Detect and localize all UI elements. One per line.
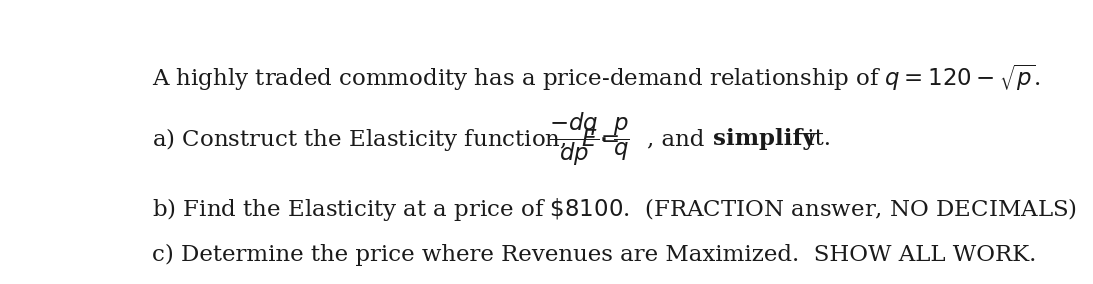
Text: a) Construct the Elasticity function,  $E=$: a) Construct the Elasticity function, $E… [152, 126, 619, 153]
Text: A highly traded commodity has a price-demand relationship of $q=120-\sqrt{p}$.: A highly traded commodity has a price-de… [152, 62, 1041, 93]
Text: $\cdot$: $\cdot$ [598, 124, 607, 154]
Text: $\dfrac{-dq}{dp}$: $\dfrac{-dq}{dp}$ [549, 110, 599, 168]
Text: c) Determine the price where Revenues are Maximized.  SHOW ALL WORK.: c) Determine the price where Revenues ar… [152, 244, 1036, 266]
Text: simplify: simplify [713, 128, 815, 150]
Text: $\dfrac{p}{q}$: $\dfrac{p}{q}$ [613, 116, 630, 163]
Text: b) Find the Elasticity at a price of $\$8100$.  (FRACTION answer, NO DECIMALS): b) Find the Elasticity at a price of $\$… [152, 196, 1077, 223]
Text: it.: it. [800, 128, 831, 150]
Text: , and: , and [647, 128, 712, 150]
